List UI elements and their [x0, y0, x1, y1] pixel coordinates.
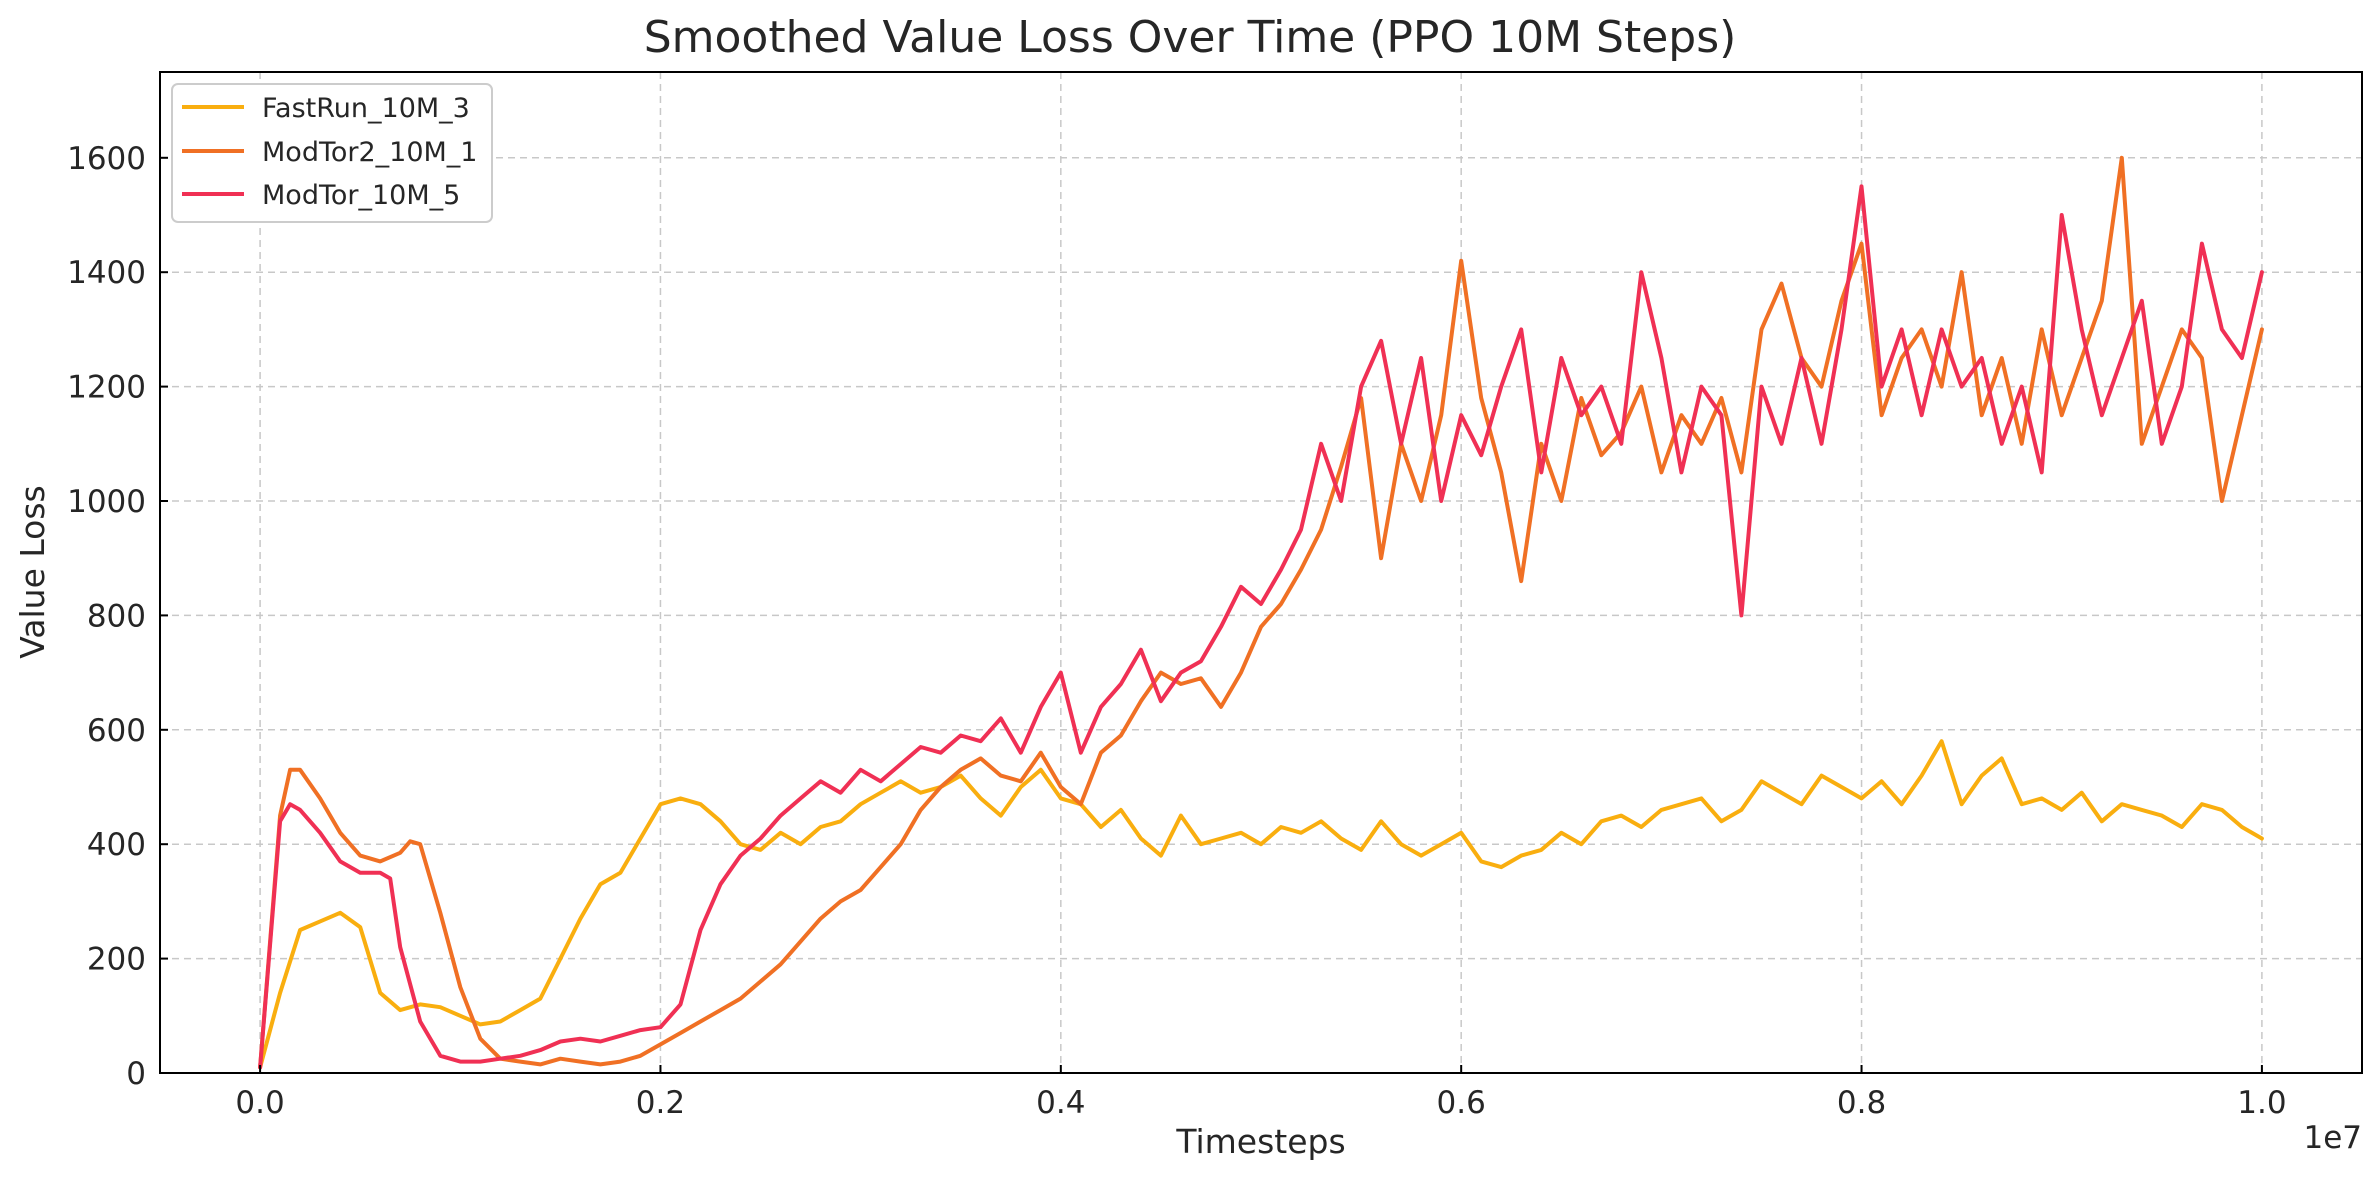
y-tick-label: 1200 [67, 370, 146, 406]
y-tick-label: 1400 [67, 255, 146, 291]
y-tick-label: 0 [126, 1056, 146, 1092]
y-tick-label: 200 [87, 942, 146, 978]
series-line-2 [258, 184, 2264, 1070]
y-tick-label: 800 [87, 598, 146, 634]
x-axis-offset-label: 1e7 [2303, 1120, 2362, 1156]
x-tick-label: 0.4 [1036, 1085, 1085, 1121]
series-line-1 [258, 155, 2264, 1070]
y-tick-label: 1000 [67, 484, 146, 520]
series-line-0 [258, 739, 2264, 1070]
y-tick-label: 400 [87, 827, 146, 863]
x-axis-label: Timesteps [1175, 1122, 1345, 1161]
x-tick-label: 0.0 [235, 1085, 284, 1121]
y-axis-label: Value Loss [13, 485, 52, 659]
chart-title: Smoothed Value Loss Over Time (PPO 10M S… [644, 12, 1737, 63]
x-tick-label: 0.2 [636, 1085, 685, 1121]
y-tick-label: 600 [87, 713, 146, 749]
x-tick-label: 1.0 [2237, 1085, 2286, 1121]
legend-label-modtor2: ModTor2_10M_1 [262, 137, 478, 168]
x-tick-label: 0.8 [1837, 1085, 1886, 1121]
plot-area-frame [159, 71, 2363, 1074]
y-tick-label: 1600 [67, 141, 146, 177]
legend-label-modtor: ModTor_10M_5 [262, 180, 460, 211]
legend-box [171, 83, 493, 223]
x-tick-label: 0.6 [1437, 1085, 1486, 1121]
axis-ticks: 0.0 0.2 0.4 0.6 0.8 1.0 0 200 400 600 800 1000 1200 1… [67, 141, 2286, 1121]
legend-label-fastrun: FastRun_10M_3 [262, 93, 470, 124]
legend: FastRun_10M_3 ModTor2_10M_1 ModTor_10M_5 [171, 83, 493, 223]
series-lines [258, 155, 2264, 1070]
